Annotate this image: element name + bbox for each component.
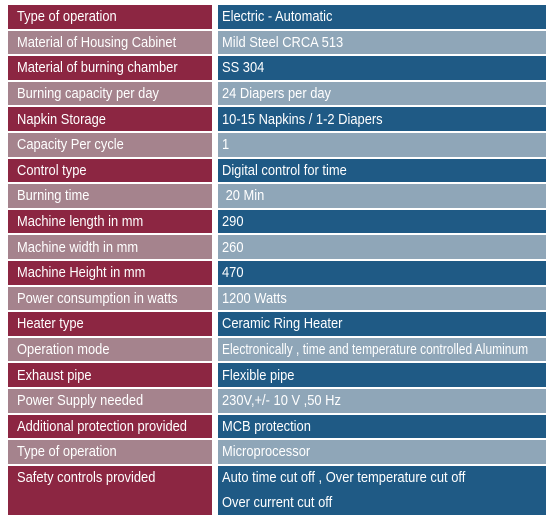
- spec-row-exhaust-pipe: Exhaust pipe Flexible pipe: [8, 363, 546, 387]
- spec-row-machine-length: Machine length in mm 290: [8, 209, 546, 234]
- spec-row-type-of-operation: Type of operation Electric - Automatic: [8, 5, 546, 29]
- spec-value: Electronically , time and temperature co…: [218, 337, 546, 362]
- spec-label: Control type: [8, 158, 212, 183]
- spec-value: 470: [218, 260, 546, 285]
- spec-value: Microprocessor: [218, 440, 546, 464]
- spec-label: Material of burning chamber: [8, 56, 212, 80]
- spec-value: Mild Steel CRCA 513: [218, 30, 546, 55]
- spec-label: Type of operation: [8, 440, 212, 464]
- spec-row-capacity-per-cycle: Capacity Per cycle 1: [8, 132, 546, 157]
- spec-row-type-of-operation-2: Type of operation Microprocessor: [8, 440, 546, 464]
- spec-label: Burning time: [8, 184, 212, 208]
- spec-value: 290: [218, 209, 546, 234]
- spec-value: Auto time cut off , Over temperature cut…: [218, 465, 546, 515]
- spec-value: 10-15 Napkins / 1-2 Diapers: [218, 107, 546, 131]
- spec-label: Machine Height in mm: [8, 260, 212, 285]
- spec-value: SS 304: [218, 56, 546, 80]
- spec-label: Safety controls provided: [8, 465, 212, 515]
- spec-label: Capacity Per cycle: [8, 132, 212, 157]
- spec-value: 1: [218, 132, 546, 157]
- spec-label: Heater type: [8, 312, 212, 336]
- spec-row-safety-controls: Safety controls provided Auto time cut o…: [8, 465, 546, 515]
- spec-row-power-consumption: Power consumption in watts 1200 Watts: [8, 286, 546, 311]
- spec-value: Digital control for time: [218, 158, 546, 183]
- spec-label: Power Supply needed: [8, 388, 212, 413]
- spec-value-line-2: Over current cut off: [222, 493, 333, 511]
- spec-label: Power consumption in watts: [8, 286, 212, 311]
- spec-label: Machine length in mm: [8, 209, 212, 234]
- spec-row-napkin-storage: Napkin Storage 10-15 Napkins / 1-2 Diape…: [8, 107, 546, 131]
- spec-label: Material of Housing Cabinet: [8, 30, 212, 55]
- spec-value: 230V,+/- 10 V ,50 Hz: [218, 388, 546, 413]
- spec-row-machine-width: Machine width in mm 260: [8, 235, 546, 259]
- spec-value: Electric - Automatic: [218, 5, 546, 29]
- spec-value: 24 Diapers per day: [218, 81, 546, 106]
- spec-row-chamber-material: Material of burning chamber SS 304: [8, 56, 546, 80]
- spec-row-additional-protection: Additional protection provided MCB prote…: [8, 414, 546, 439]
- spec-label: Machine width in mm: [8, 235, 212, 259]
- spec-row-burning-time: Burning time 20 Min: [8, 184, 546, 208]
- spec-row-control-type: Control type Digital control for time: [8, 158, 546, 183]
- spec-value: Flexible pipe: [218, 363, 546, 387]
- spec-row-power-supply: Power Supply needed 230V,+/- 10 V ,50 Hz: [8, 388, 546, 413]
- spec-row-heater-type: Heater type Ceramic Ring Heater: [8, 312, 546, 336]
- specification-table: Type of operation Electric - Automatic M…: [8, 5, 546, 515]
- spec-label: Exhaust pipe: [8, 363, 212, 387]
- spec-row-housing-material: Material of Housing Cabinet Mild Steel C…: [8, 30, 546, 55]
- spec-row-machine-height: Machine Height in mm 470: [8, 260, 546, 285]
- spec-label: Additional protection provided: [8, 414, 212, 439]
- spec-value-line-1: Auto time cut off , Over temperature cut…: [222, 468, 466, 486]
- spec-value: 20 Min: [218, 184, 546, 208]
- spec-label: Burning capacity per day: [8, 81, 212, 106]
- spec-label: Type of operation: [8, 5, 212, 29]
- spec-value: MCB protection: [218, 414, 546, 439]
- spec-value: Ceramic Ring Heater: [218, 312, 546, 336]
- spec-value: 1200 Watts: [218, 286, 546, 311]
- spec-row-burning-capacity: Burning capacity per day 24 Diapers per …: [8, 81, 546, 106]
- spec-label: Napkin Storage: [8, 107, 212, 131]
- spec-row-operation-mode: Operation mode Electronically , time and…: [8, 337, 546, 362]
- spec-label: Operation mode: [8, 337, 212, 362]
- spec-value: 260: [218, 235, 546, 259]
